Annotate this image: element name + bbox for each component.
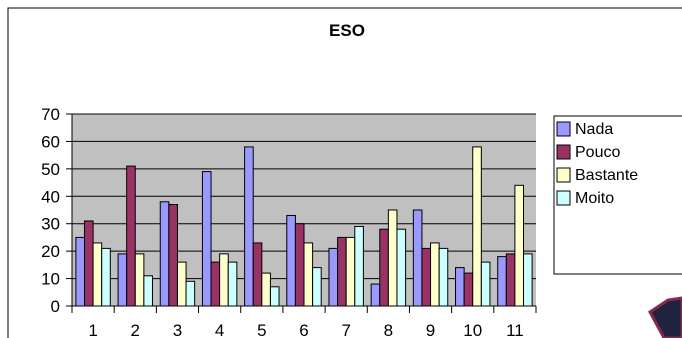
y-tick-label: 30 bbox=[41, 215, 60, 234]
bar-bastante-11 bbox=[514, 184, 525, 307]
x-tick-label: 1 bbox=[88, 321, 97, 338]
bar-bastante-5 bbox=[261, 272, 271, 307]
bar-bastante-10 bbox=[472, 146, 482, 307]
bar-pouco-6 bbox=[294, 223, 305, 307]
bar-bastante-6 bbox=[303, 242, 314, 307]
x-tick-label: 10 bbox=[463, 321, 482, 338]
bar-moito-10 bbox=[480, 261, 491, 307]
y-tick-label: 0 bbox=[51, 297, 60, 316]
bar-pouco-2 bbox=[126, 165, 136, 307]
bar-bastante-7 bbox=[345, 236, 356, 307]
x-tick-label: 9 bbox=[426, 321, 435, 338]
bar-moito-7 bbox=[354, 225, 364, 307]
bar-nada-11 bbox=[497, 256, 507, 307]
bar-bastante-4 bbox=[219, 253, 229, 307]
x-tick-label: 5 bbox=[257, 321, 266, 338]
x-tick-label: 3 bbox=[173, 321, 182, 338]
y-tick-label: 20 bbox=[41, 242, 60, 261]
bar-moito-11 bbox=[523, 253, 533, 307]
legend-swatch-nada bbox=[556, 121, 571, 137]
bar-nada-5 bbox=[244, 146, 254, 307]
legend-label-bastante: Bastante bbox=[575, 167, 638, 184]
bar-bastante-1 bbox=[92, 242, 103, 307]
bar-nada-3 bbox=[159, 201, 170, 307]
legend: Nada Pouco Bastante Moito bbox=[553, 115, 682, 275]
bar-nada-4 bbox=[201, 171, 212, 307]
bar-moito-5 bbox=[269, 286, 280, 307]
bar-pouco-8 bbox=[379, 228, 389, 307]
bars bbox=[75, 146, 533, 307]
bar-nada-7 bbox=[328, 247, 339, 307]
x-tick-labels: 1 2 3 4 5 6 7 8 9 10 11 bbox=[71, 306, 537, 338]
x-tick-label: 6 bbox=[299, 321, 308, 338]
y-tick-label: 70 bbox=[41, 105, 60, 124]
bar-nada-8 bbox=[370, 283, 381, 307]
bar-pouco-9 bbox=[421, 247, 432, 307]
x-tick-label: 7 bbox=[341, 321, 350, 338]
legend-swatch-moito bbox=[556, 190, 571, 206]
x-tick-label: 4 bbox=[215, 321, 224, 338]
bar-moito-1 bbox=[101, 247, 111, 307]
y-tick-label: 40 bbox=[41, 187, 60, 206]
bar-nada-10 bbox=[455, 267, 465, 307]
bar-pouco-10 bbox=[463, 272, 474, 307]
x-tick-label: 11 bbox=[506, 321, 524, 338]
bar-moito-4 bbox=[227, 261, 238, 307]
gridlines bbox=[72, 113, 536, 280]
legend-label-nada: Nada bbox=[575, 121, 613, 138]
bar-pouco-11 bbox=[505, 253, 516, 307]
y-tick-label: 60 bbox=[41, 132, 60, 151]
bar-moito-9 bbox=[438, 247, 449, 307]
legend-label-pouco: Pouco bbox=[575, 144, 620, 161]
x-tick-label: 8 bbox=[384, 321, 393, 338]
bar-pouco-5 bbox=[252, 242, 263, 307]
chart-title: ESO bbox=[329, 21, 365, 40]
bar-moito-3 bbox=[185, 280, 196, 307]
legend-swatch-pouco bbox=[556, 144, 571, 160]
bar-nada-6 bbox=[286, 214, 296, 307]
y-tick-labels: 0 10 20 30 40 50 60 70 bbox=[41, 105, 72, 316]
bar-pouco-1 bbox=[83, 220, 94, 307]
bar-pouco-7 bbox=[337, 236, 347, 307]
bar-pouco-3 bbox=[168, 204, 178, 307]
legend-box bbox=[553, 115, 682, 275]
bar-moito-8 bbox=[396, 228, 407, 307]
decorative-shape bbox=[648, 296, 682, 338]
bar-bastante-8 bbox=[387, 209, 398, 307]
bar-bastante-9 bbox=[430, 242, 440, 307]
bar-nada-2 bbox=[117, 253, 128, 307]
y-tick-label: 10 bbox=[41, 270, 60, 289]
bar-nada-1 bbox=[75, 236, 85, 307]
bar-moito-2 bbox=[143, 275, 153, 307]
bar-pouco-4 bbox=[210, 261, 221, 307]
bar-bastante-2 bbox=[134, 253, 145, 307]
bar-moito-6 bbox=[312, 267, 322, 307]
bar-bastante-3 bbox=[176, 261, 187, 307]
y-tick-label: 50 bbox=[41, 160, 60, 179]
legend-swatch-bastante bbox=[556, 167, 571, 183]
axes bbox=[71, 114, 536, 307]
bar-nada-9 bbox=[412, 209, 423, 307]
legend-label-moito: Moito bbox=[575, 190, 614, 207]
x-tick-label: 2 bbox=[131, 321, 140, 338]
